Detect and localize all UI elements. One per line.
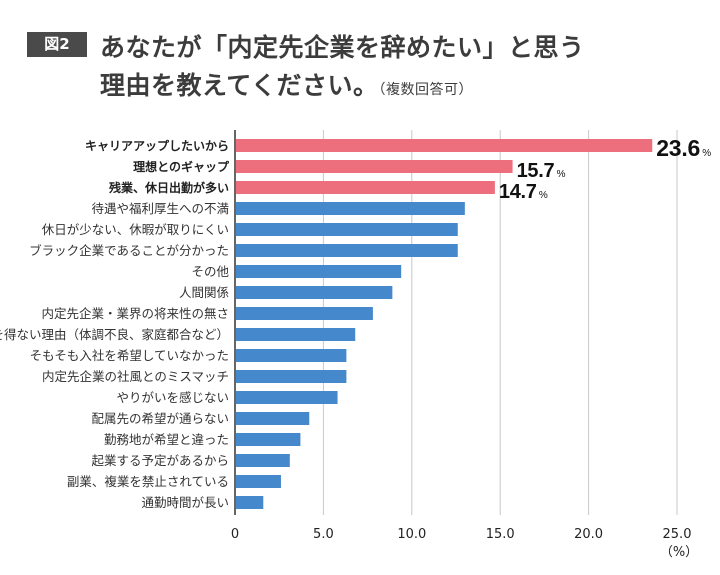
- bar: [235, 433, 301, 446]
- category-label: 待遇や福利厚生への不満: [91, 201, 229, 216]
- category-label: キャリアアップしたいから: [85, 138, 229, 153]
- data-label-unit: %: [557, 169, 566, 180]
- x-tick-label: 15.0: [486, 527, 515, 542]
- data-label-unit: %: [539, 190, 548, 201]
- bar: [235, 328, 356, 341]
- category-label: 配属先の希望が通らない: [91, 411, 229, 426]
- category-label: 起業する予定があるから: [91, 453, 229, 468]
- category-label: 休日が少ない、休暇が取りにくい: [42, 222, 229, 237]
- category-label: 人間関係: [179, 285, 229, 300]
- x-axis-unit: （%）: [660, 545, 698, 560]
- category-label: 残業、休日出勤が多い: [109, 180, 229, 195]
- data-label-unit: %: [702, 148, 711, 159]
- data-label: 15.7: [517, 160, 555, 182]
- category-label: 内定先企業・業界の将来性の無さ: [41, 306, 229, 321]
- bar: [235, 139, 653, 152]
- bar: [235, 244, 458, 257]
- bar: [235, 223, 458, 236]
- bar: [235, 202, 465, 215]
- chart-title-line2: 理由を教えてください。: [100, 71, 379, 100]
- figure-badge: 図2: [27, 32, 87, 57]
- category-label: 勤務地が希望と違った: [104, 432, 229, 447]
- bar: [235, 370, 347, 383]
- bar: [235, 349, 347, 362]
- category-label: 理想とのギャップ: [133, 159, 230, 174]
- x-tick-label: 5.0: [313, 527, 334, 542]
- category-label: やむを得ない理由（体調不良、家庭都合など）: [0, 327, 229, 342]
- category-label: ブラック企業であることが分かった: [29, 243, 229, 258]
- category-label: そもそも入社を希望していなかった: [30, 348, 229, 363]
- data-label: 14.7: [499, 181, 537, 203]
- bar: [235, 265, 402, 278]
- category-label: その他: [191, 264, 229, 279]
- bar: [235, 454, 290, 467]
- bar: [235, 412, 310, 425]
- bar: [235, 286, 393, 299]
- bar: [235, 475, 281, 488]
- category-label: 副業、複業を禁止されている: [67, 474, 229, 489]
- bar: [235, 496, 264, 509]
- category-label: 内定先企業の社風とのミスマッチ: [42, 369, 229, 384]
- data-label: 23.6: [656, 135, 700, 161]
- x-tick-label: 10.0: [397, 527, 426, 542]
- category-label: やりがいを感じない: [116, 390, 229, 405]
- bar: [235, 391, 338, 404]
- x-tick-label: 0: [231, 527, 239, 542]
- bar: [235, 181, 495, 194]
- x-tick-label: 20.0: [574, 527, 603, 542]
- x-tick-label: 25.0: [663, 527, 692, 542]
- bar: [235, 160, 513, 173]
- bar: [235, 307, 373, 320]
- chart-title-note: （複数回答可）: [378, 82, 474, 98]
- chart-title-line1: あなたが「内定先企業を辞めたい」と思う: [100, 33, 585, 62]
- category-label: 通勤時間が長い: [141, 495, 229, 510]
